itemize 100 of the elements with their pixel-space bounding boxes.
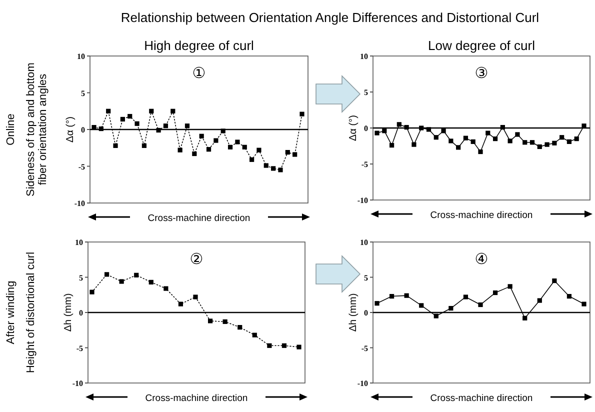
point	[235, 140, 240, 144]
point	[508, 284, 512, 289]
point	[206, 147, 212, 152]
point	[242, 144, 247, 150]
y-tick-label: 5	[364, 273, 368, 282]
point	[199, 134, 204, 138]
point	[285, 150, 290, 155]
point	[119, 279, 124, 284]
point	[582, 302, 586, 306]
text: After winding	[5, 280, 17, 344]
point	[142, 143, 147, 148]
point	[184, 124, 190, 128]
y-axis-title: Δα (°)	[65, 116, 76, 142]
point	[412, 142, 416, 147]
point	[492, 136, 498, 142]
y-tick-label: 10	[360, 52, 368, 61]
point	[90, 290, 94, 294]
point	[134, 272, 139, 278]
point	[192, 151, 197, 156]
y-axis-title: Δh (mm)	[348, 293, 359, 332]
point	[434, 314, 438, 318]
y-axis-title: Δα (°)	[348, 115, 359, 141]
point	[249, 157, 254, 162]
point	[148, 280, 154, 284]
chart-title: Relationship between Orientation Angle Differences and Distortional Curl	[120, 10, 540, 25]
point	[163, 124, 168, 128]
point	[544, 142, 550, 147]
y-tick-label: -10	[357, 379, 368, 388]
y-axis-title: Δh (mm)	[63, 293, 74, 332]
point	[434, 135, 438, 140]
y-tick-label: 0	[79, 308, 83, 318]
point	[374, 301, 380, 306]
point	[98, 126, 104, 132]
y-tick-label: 5	[79, 273, 83, 282]
text: Online	[5, 114, 17, 146]
point	[463, 136, 468, 140]
point	[238, 325, 242, 330]
y-tick-label: 0	[364, 124, 368, 133]
point	[419, 303, 424, 308]
point	[252, 332, 257, 338]
annotation: ③	[474, 64, 488, 82]
point	[566, 139, 572, 144]
point	[374, 130, 380, 136]
point	[222, 319, 228, 324]
point	[515, 132, 520, 137]
point	[448, 138, 454, 144]
point	[300, 112, 304, 116]
point	[530, 140, 535, 145]
point	[389, 294, 394, 299]
y-tick-label: 5	[81, 88, 85, 98]
point	[522, 316, 528, 320]
point	[170, 108, 176, 114]
point	[478, 149, 483, 154]
point	[566, 294, 572, 299]
chart-subtitle: High degree of curl	[144, 38, 254, 53]
annotation: ②	[190, 250, 204, 268]
point	[456, 145, 461, 150]
y-tick-label: -5	[76, 344, 83, 353]
point	[264, 163, 268, 168]
point	[208, 318, 213, 324]
point	[426, 127, 432, 132]
y-tick-label: -5	[361, 344, 368, 353]
y-tick-label: 0	[364, 308, 368, 318]
point	[552, 278, 557, 284]
point	[500, 124, 505, 130]
point	[178, 148, 182, 152]
y-tick-label: 5	[364, 88, 368, 97]
point	[178, 302, 184, 306]
point	[220, 128, 226, 134]
point	[396, 122, 402, 127]
point	[419, 126, 424, 130]
point	[382, 128, 387, 134]
point	[492, 290, 498, 296]
point	[267, 343, 272, 348]
point	[113, 143, 118, 148]
point	[164, 286, 168, 291]
point	[256, 148, 262, 152]
point	[389, 142, 394, 148]
point	[156, 128, 161, 133]
y-tick-label: -10	[74, 199, 85, 208]
y-tick-label: -10	[72, 379, 83, 388]
point	[282, 343, 287, 348]
point	[486, 130, 490, 136]
point	[574, 136, 579, 142]
x-axis-title: Cross-machine direction	[430, 210, 533, 221]
point	[404, 124, 409, 130]
point	[214, 138, 218, 143]
y-tick-label: 10	[75, 238, 83, 247]
x-axis-title: Cross-machine direction	[430, 393, 533, 404]
point	[134, 121, 140, 126]
chart-subtitle: Low degree of curl	[428, 38, 536, 53]
y-tick-label: 10	[360, 238, 368, 247]
y-tick-label: -5	[361, 160, 368, 169]
point	[292, 152, 298, 157]
point	[404, 293, 409, 298]
point	[522, 140, 528, 145]
point	[441, 128, 446, 134]
point	[508, 138, 512, 144]
point	[537, 298, 542, 303]
point	[106, 108, 111, 114]
